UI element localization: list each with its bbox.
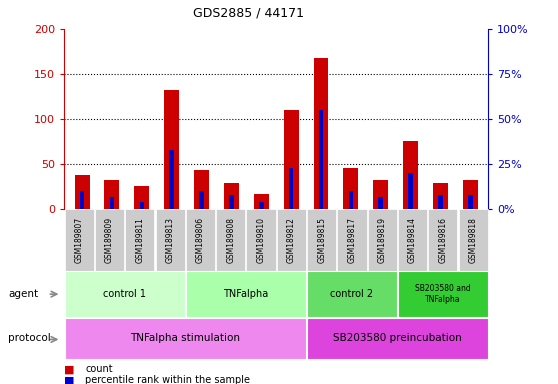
Bar xyxy=(408,173,413,209)
Text: control 2: control 2 xyxy=(330,289,373,299)
Bar xyxy=(438,195,442,209)
Bar xyxy=(349,191,353,209)
Bar xyxy=(254,194,269,209)
Bar xyxy=(229,195,234,209)
Text: ■: ■ xyxy=(64,375,75,384)
Text: GSM189815: GSM189815 xyxy=(317,217,326,263)
Bar xyxy=(134,186,150,209)
Text: TNFalpha stimulation: TNFalpha stimulation xyxy=(131,333,240,343)
Text: GSM189811: GSM189811 xyxy=(136,217,145,263)
Text: protocol: protocol xyxy=(8,333,51,343)
Text: control 1: control 1 xyxy=(103,289,146,299)
Text: agent: agent xyxy=(8,289,39,299)
Text: GDS2885 / 44171: GDS2885 / 44171 xyxy=(193,7,304,20)
Bar xyxy=(403,141,418,209)
Bar xyxy=(468,195,473,209)
Text: GSM189814: GSM189814 xyxy=(408,217,417,263)
Bar xyxy=(75,175,89,209)
Bar xyxy=(314,58,329,209)
Bar xyxy=(164,90,179,209)
Bar xyxy=(433,183,448,209)
Bar xyxy=(199,191,204,209)
Text: GSM189818: GSM189818 xyxy=(469,217,478,263)
Bar xyxy=(110,197,114,209)
Text: GSM189819: GSM189819 xyxy=(378,217,387,263)
Bar xyxy=(140,202,144,209)
Bar xyxy=(319,110,323,209)
Bar xyxy=(259,202,263,209)
Text: ■: ■ xyxy=(64,364,75,374)
Bar xyxy=(343,168,358,209)
Text: GSM189810: GSM189810 xyxy=(257,217,266,263)
Text: SB203580 and
TNFalpha: SB203580 and TNFalpha xyxy=(415,285,471,304)
Text: GSM189816: GSM189816 xyxy=(439,217,448,263)
Bar xyxy=(373,180,388,209)
Text: GSM189813: GSM189813 xyxy=(166,217,175,263)
Text: GSM189806: GSM189806 xyxy=(196,217,205,263)
Text: GSM189808: GSM189808 xyxy=(227,217,235,263)
Text: percentile rank within the sample: percentile rank within the sample xyxy=(85,375,251,384)
Bar xyxy=(104,179,119,209)
Text: TNFalpha: TNFalpha xyxy=(223,289,268,299)
Bar xyxy=(224,183,239,209)
Text: SB203580 preincubation: SB203580 preincubation xyxy=(333,333,462,343)
Text: GSM189817: GSM189817 xyxy=(348,217,357,263)
Bar xyxy=(194,170,209,209)
Bar xyxy=(289,168,294,209)
Text: GSM189812: GSM189812 xyxy=(287,217,296,263)
Bar xyxy=(378,197,383,209)
Text: GSM189807: GSM189807 xyxy=(75,217,84,263)
Bar xyxy=(80,191,84,209)
Bar xyxy=(463,180,478,209)
Text: count: count xyxy=(85,364,113,374)
Bar xyxy=(283,110,299,209)
Bar xyxy=(170,150,174,209)
Text: GSM189809: GSM189809 xyxy=(105,217,114,263)
